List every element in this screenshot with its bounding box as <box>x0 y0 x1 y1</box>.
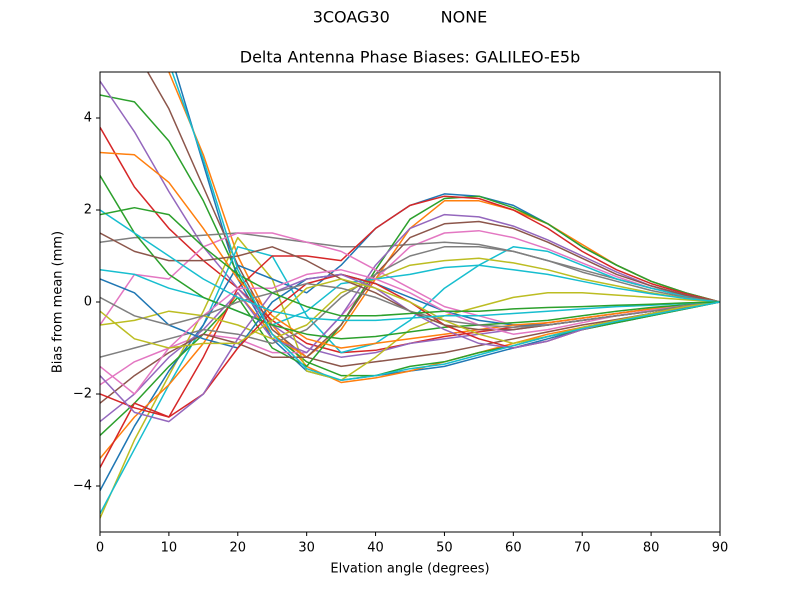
suptitle: 3COAG30 NONE <box>313 8 488 27</box>
y-tick-label: 2 <box>84 203 92 218</box>
x-tick-label: 60 <box>505 541 522 556</box>
x-tick-label: 40 <box>367 541 384 556</box>
series-line <box>100 206 720 317</box>
series-line <box>100 220 720 404</box>
y-axis-label: Bias from mean (mm) <box>51 231 66 373</box>
chart-title: Delta Antenna Phase Biases: GALILEO-E5b <box>240 48 580 67</box>
series-line <box>100 282 720 329</box>
series-line <box>100 246 720 358</box>
x-tick-label: 0 <box>96 541 104 556</box>
series-line <box>100 94 720 377</box>
series-line <box>100 209 720 322</box>
series-line <box>146 72 720 368</box>
x-tick-label: 10 <box>161 541 178 556</box>
y-tick-label: 0 <box>84 295 92 310</box>
series-line <box>100 195 720 468</box>
series-line <box>100 236 720 519</box>
plot-area <box>100 72 720 519</box>
x-tick-label: 50 <box>436 541 453 556</box>
x-tick-label: 90 <box>712 541 729 556</box>
y-tick-label: −4 <box>73 479 92 494</box>
series-line <box>100 278 720 349</box>
y-tick-label: −2 <box>73 387 92 402</box>
x-tick-label: 20 <box>230 541 247 556</box>
series-line <box>100 175 720 340</box>
x-tick-label: 70 <box>574 541 591 556</box>
x-tick-label: 80 <box>643 541 660 556</box>
x-tick-label: 30 <box>298 541 315 556</box>
series-line <box>171 72 720 381</box>
x-axis-label: Elvation angle (degrees) <box>330 562 489 577</box>
y-tick-label: 4 <box>84 111 92 126</box>
series-line <box>100 151 720 349</box>
